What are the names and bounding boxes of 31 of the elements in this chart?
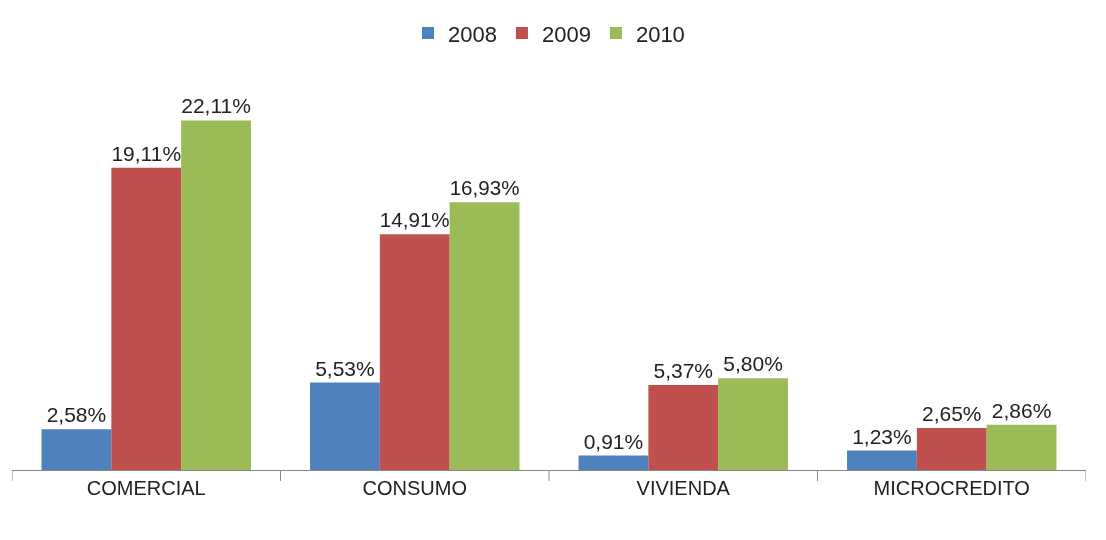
bar [310, 382, 380, 470]
bar [449, 202, 520, 470]
data-label: 2,86% [991, 398, 1052, 422]
data-label: 14,91% [379, 208, 450, 232]
legend-label: 2010 [635, 21, 685, 47]
bar [111, 167, 182, 470]
bar [181, 120, 251, 470]
data-label: 1,23% [852, 424, 912, 448]
bar [847, 450, 917, 470]
x-tick-label: CONSUMO [362, 477, 467, 499]
data-label: 2,58% [46, 403, 107, 427]
data-label: 2,65% [921, 402, 982, 426]
data-label: 5,53% [315, 356, 375, 380]
x-tick-label: COMERCIAL [86, 477, 206, 499]
legend-label: 2008 [448, 21, 497, 47]
bar [648, 385, 719, 470]
x-tick-label: MICROCREDITO [873, 477, 1030, 499]
legend-label: 2009 [541, 21, 591, 47]
data-label: 19,11% [111, 141, 182, 165]
bar [916, 428, 987, 470]
bar [379, 234, 450, 470]
data-label: 5,80% [723, 352, 783, 376]
x-tick-label: VIVIENDA [636, 477, 731, 499]
bar [578, 455, 649, 470]
data-label: 22,11% [181, 94, 251, 118]
data-label: 5,37% [653, 359, 714, 383]
data-label: 16,93% [449, 176, 520, 200]
bar [986, 424, 1057, 470]
data-label: 0,91% [583, 429, 644, 453]
bar [41, 429, 112, 470]
bar [718, 378, 788, 470]
